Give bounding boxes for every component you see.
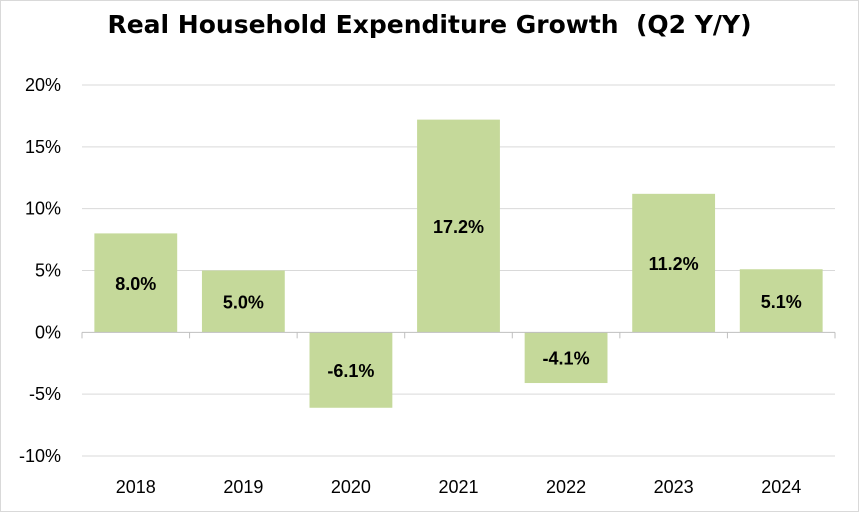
- x-tick-label: 2023: [654, 477, 694, 497]
- data-label: 5.1%: [761, 292, 802, 312]
- bar: [632, 193, 716, 333]
- labels: 20% 15% 10% 5% 0% -5% -10% 8.0% 2018 5.0% 2019 -6.1…: [19, 75, 802, 497]
- y-tick-label: 20%: [25, 75, 61, 95]
- axes: [81, 331, 836, 339]
- data-label: 5.0%: [223, 292, 264, 312]
- x-tick-label: 2018: [116, 477, 156, 497]
- bar: [94, 233, 178, 333]
- y-tick-label: -5%: [29, 384, 61, 404]
- y-tick-label: 5%: [35, 261, 61, 281]
- bar: [417, 119, 500, 333]
- y-tick-label: 10%: [25, 199, 61, 219]
- bar: [524, 332, 608, 384]
- x-tick-label: 2024: [761, 477, 801, 497]
- x-tick-label: 2019: [223, 477, 263, 497]
- chart-title: Real Household Expenditure Growth (Q2 Y/…: [107, 10, 752, 39]
- bar: [201, 270, 285, 333]
- data-label: 8.0%: [115, 274, 156, 294]
- x-tick-label: 2021: [438, 477, 478, 497]
- bar: [309, 332, 393, 408]
- data-label: -6.1%: [327, 361, 374, 381]
- bars: [94, 119, 823, 408]
- y-tick-label: 15%: [25, 137, 61, 157]
- data-label: -4.1%: [543, 349, 590, 369]
- data-label: 17.2%: [433, 217, 484, 237]
- x-tick-label: 2020: [331, 477, 371, 497]
- data-label: 11.2%: [649, 254, 699, 274]
- bar: [739, 269, 823, 333]
- y-tick-label: 0%: [35, 322, 61, 342]
- x-tick-label: 2022: [546, 477, 586, 497]
- y-tick-label: -10%: [19, 446, 61, 466]
